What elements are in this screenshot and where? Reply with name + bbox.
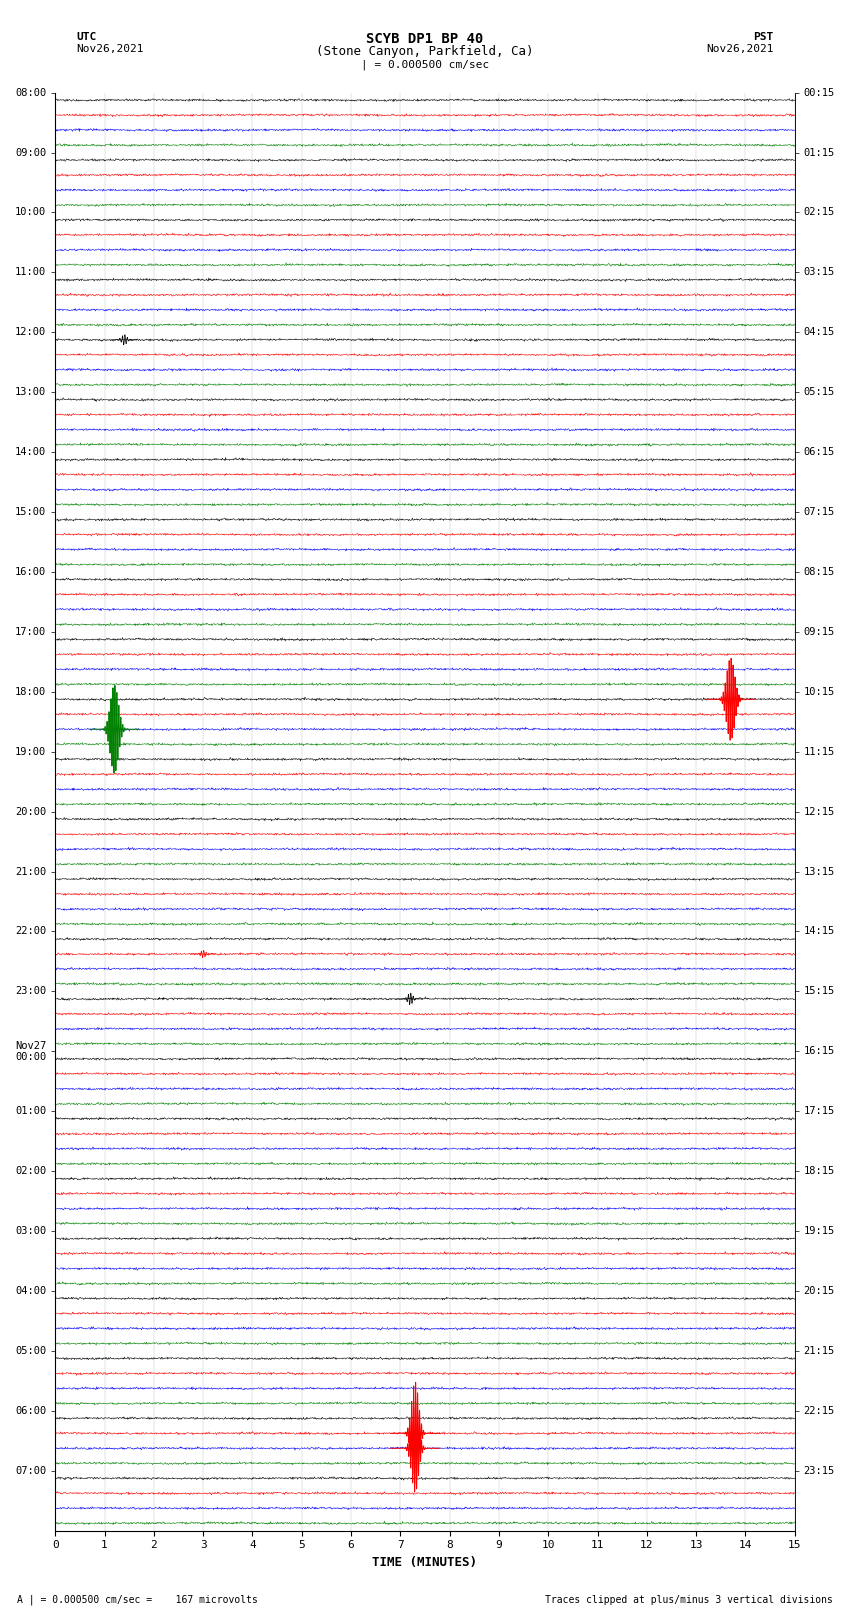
Text: UTC: UTC — [76, 32, 97, 42]
Text: Nov26,2021: Nov26,2021 — [706, 44, 774, 53]
X-axis label: TIME (MINUTES): TIME (MINUTES) — [372, 1557, 478, 1569]
Text: Traces clipped at plus/minus 3 vertical divisions: Traces clipped at plus/minus 3 vertical … — [545, 1595, 833, 1605]
Text: PST: PST — [753, 32, 774, 42]
Text: Nov26,2021: Nov26,2021 — [76, 44, 144, 53]
Text: (Stone Canyon, Parkfield, Ca): (Stone Canyon, Parkfield, Ca) — [316, 45, 534, 58]
Text: A | = 0.000500 cm/sec =    167 microvolts: A | = 0.000500 cm/sec = 167 microvolts — [17, 1594, 258, 1605]
Text: | = 0.000500 cm/sec: | = 0.000500 cm/sec — [361, 60, 489, 71]
Text: SCYB DP1 BP 40: SCYB DP1 BP 40 — [366, 32, 484, 47]
